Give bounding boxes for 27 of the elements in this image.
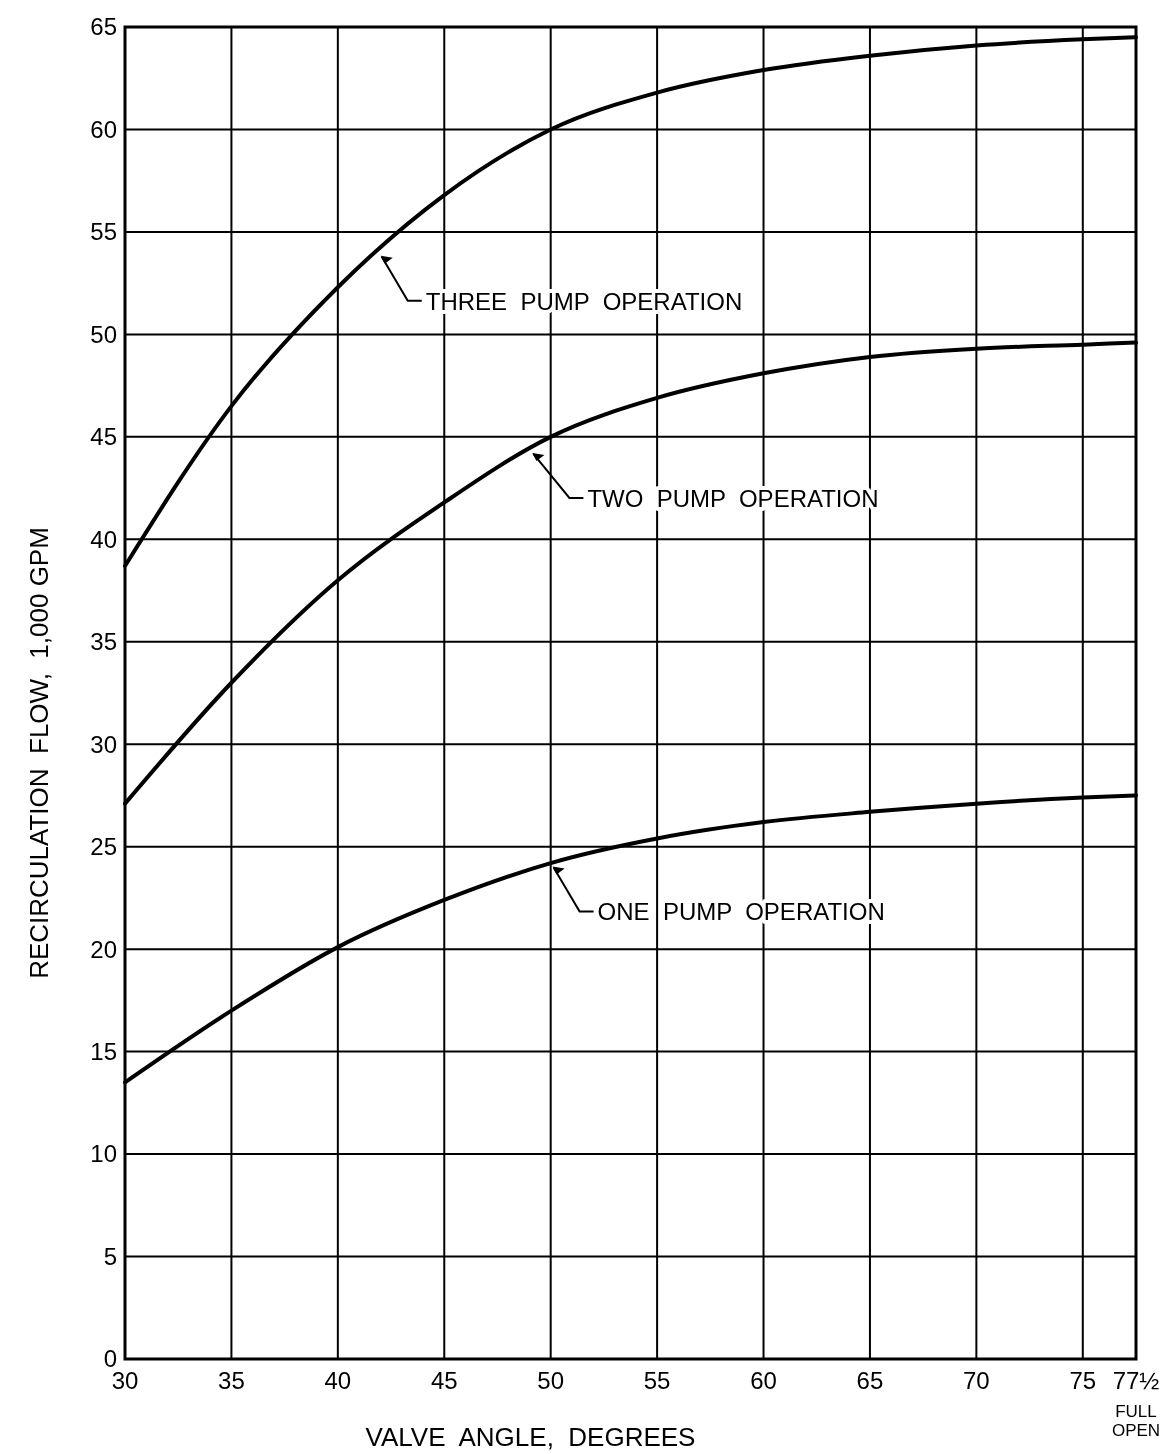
x-tick-label: 55 (643, 1367, 671, 1394)
y-tick-label: 0 (103, 1345, 117, 1373)
x-tick-label: 60 (750, 1367, 777, 1394)
x-tick-label: 65 (856, 1367, 884, 1394)
y-tick-label: 40 (90, 525, 117, 553)
y-tick-label: 60 (90, 115, 117, 143)
text: FULL OPEN (1111, 1402, 1161, 1440)
x-tick-label: 75 (1069, 1367, 1097, 1394)
y-axis-title: RECIRCULATION FLOW, 1,000 GPM (24, 527, 54, 979)
x-tick-label: 35 (218, 1367, 245, 1394)
y-tick-label: 25 (90, 833, 117, 861)
y-tick-label: 30 (90, 730, 117, 758)
y-tick-label: 35 (90, 628, 117, 656)
y-tick-label: 50 (90, 320, 117, 348)
x-tick-label: 77½ (1112, 1367, 1160, 1394)
x-tick-label: 70 (963, 1367, 990, 1394)
x-tick-label: 45 (430, 1367, 458, 1394)
x-tick-label: 40 (324, 1367, 352, 1394)
x-axis-title: VALVE ANGLE, DEGREES (365, 1422, 696, 1452)
y-tick-label: 5 (103, 1242, 117, 1270)
y-tick-label: 15 (90, 1038, 117, 1066)
x-tick-label: 50 (537, 1367, 565, 1394)
y-tick-label: 55 (90, 218, 117, 246)
y-tick-label: 10 (90, 1140, 117, 1168)
y-tick-label: 65 (90, 13, 117, 41)
y-tick-label: 45 (90, 423, 117, 451)
y-tick-label: 20 (90, 935, 117, 963)
